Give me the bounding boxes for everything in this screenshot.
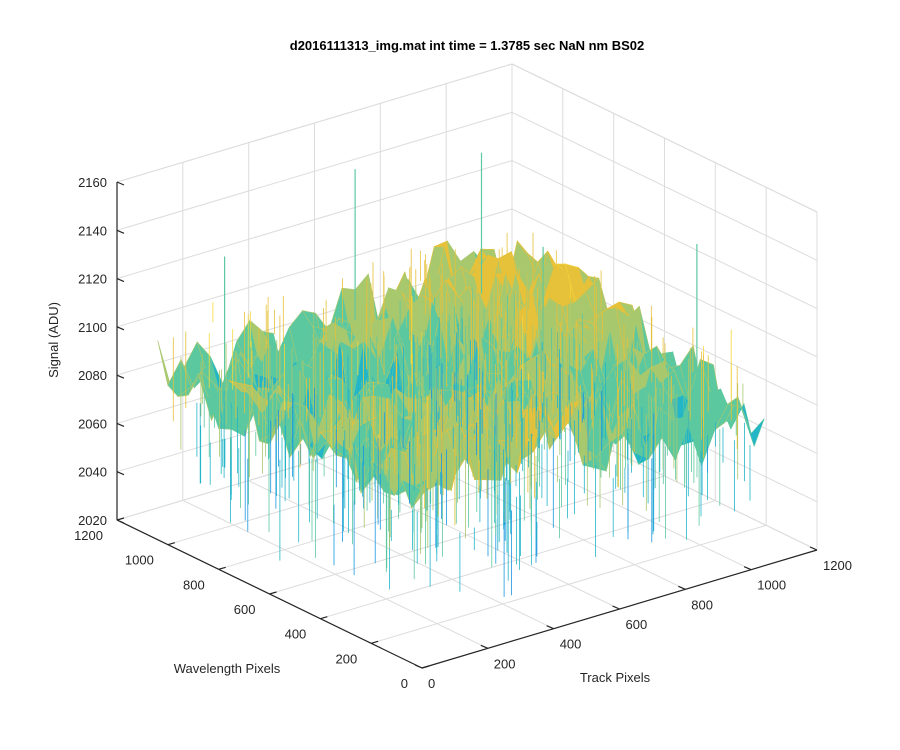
x-tick-mark (743, 566, 752, 571)
x-tick-label: 0 (428, 676, 435, 691)
z-tick-label: 2160 (78, 175, 107, 190)
x-tick-label: 1000 (757, 578, 786, 593)
z-tick-label: 2020 (78, 513, 107, 528)
tick-labels: 0 200 400 600 800 1000 1200 0 200 400 600 800 1000 12… (74, 175, 852, 691)
y-axis-label: Wavelength Pixels (174, 661, 281, 676)
y-tick-label: 800 (183, 577, 205, 592)
x-tick-label: 600 (626, 617, 648, 632)
y-tick-mark (421, 665, 430, 669)
floor-gridline-y (269, 475, 665, 595)
x-axis-label: Track Pixels (580, 670, 651, 685)
x-tick-mark (414, 664, 423, 669)
chart-title: d2016111313_img.mat int time = 1.3785 se… (290, 38, 644, 53)
backwall-gridline-z (116, 111, 513, 231)
floor-gridline-y (371, 524, 767, 644)
x-tick-label: 200 (494, 656, 516, 671)
y-tick-label: 0 (401, 676, 408, 691)
z-tick-mark (116, 471, 125, 476)
y-tick-mark (167, 542, 175, 546)
y-tick-label: 1000 (125, 553, 154, 568)
x-tick-mark (546, 625, 554, 630)
box-edge (116, 63, 513, 183)
z-tick-label: 2080 (78, 368, 107, 383)
y-tick-label: 400 (285, 627, 307, 642)
x-tick-mark (480, 644, 489, 649)
surface-patch (740, 406, 765, 448)
box-edge (511, 63, 818, 213)
backwall-gridline-z (116, 208, 513, 328)
x-tick-mark (809, 546, 818, 551)
z-tick-mark (116, 229, 125, 234)
sidewall-gridline-z (511, 208, 818, 358)
z-tick-label: 2040 (78, 465, 107, 480)
y-tick-mark (218, 566, 226, 570)
z-tick-label: 2120 (78, 272, 107, 287)
x-tick-label: 1200 (823, 558, 852, 573)
z-tick-label: 2140 (78, 223, 107, 238)
floor-gridline-y (218, 450, 614, 570)
y-tick-label: 600 (234, 602, 256, 617)
x-tick-label: 800 (691, 597, 713, 612)
y-tick-label: 1200 (74, 528, 103, 543)
z-tick-label: 2100 (78, 320, 107, 335)
z-tick-mark (116, 278, 125, 283)
sidewall-gridline-z (511, 111, 818, 261)
z-axis-label: Signal (ADU) (46, 302, 61, 378)
sidewall-gridline-z (511, 160, 818, 310)
backwall-gridline-z (116, 160, 513, 280)
z-tick-mark (116, 374, 125, 379)
axes (116, 181, 818, 669)
x-tick-mark (612, 605, 620, 610)
y-tick-mark (320, 616, 328, 620)
surface-plot (157, 152, 765, 597)
z-tick-mark (116, 519, 125, 524)
z-tick-mark (116, 422, 125, 427)
x-tick-mark (678, 585, 686, 590)
x-tick-label: 400 (560, 637, 582, 652)
y-tick-label: 200 (335, 651, 357, 666)
z-tick-mark (116, 326, 125, 331)
z-tick-mark (116, 181, 125, 186)
y-tick-mark (116, 517, 125, 521)
floor-gridline-y (320, 500, 716, 620)
y-tick-mark (269, 591, 277, 595)
z-tick-label: 2060 (78, 416, 107, 431)
y-tick-mark (371, 640, 379, 644)
